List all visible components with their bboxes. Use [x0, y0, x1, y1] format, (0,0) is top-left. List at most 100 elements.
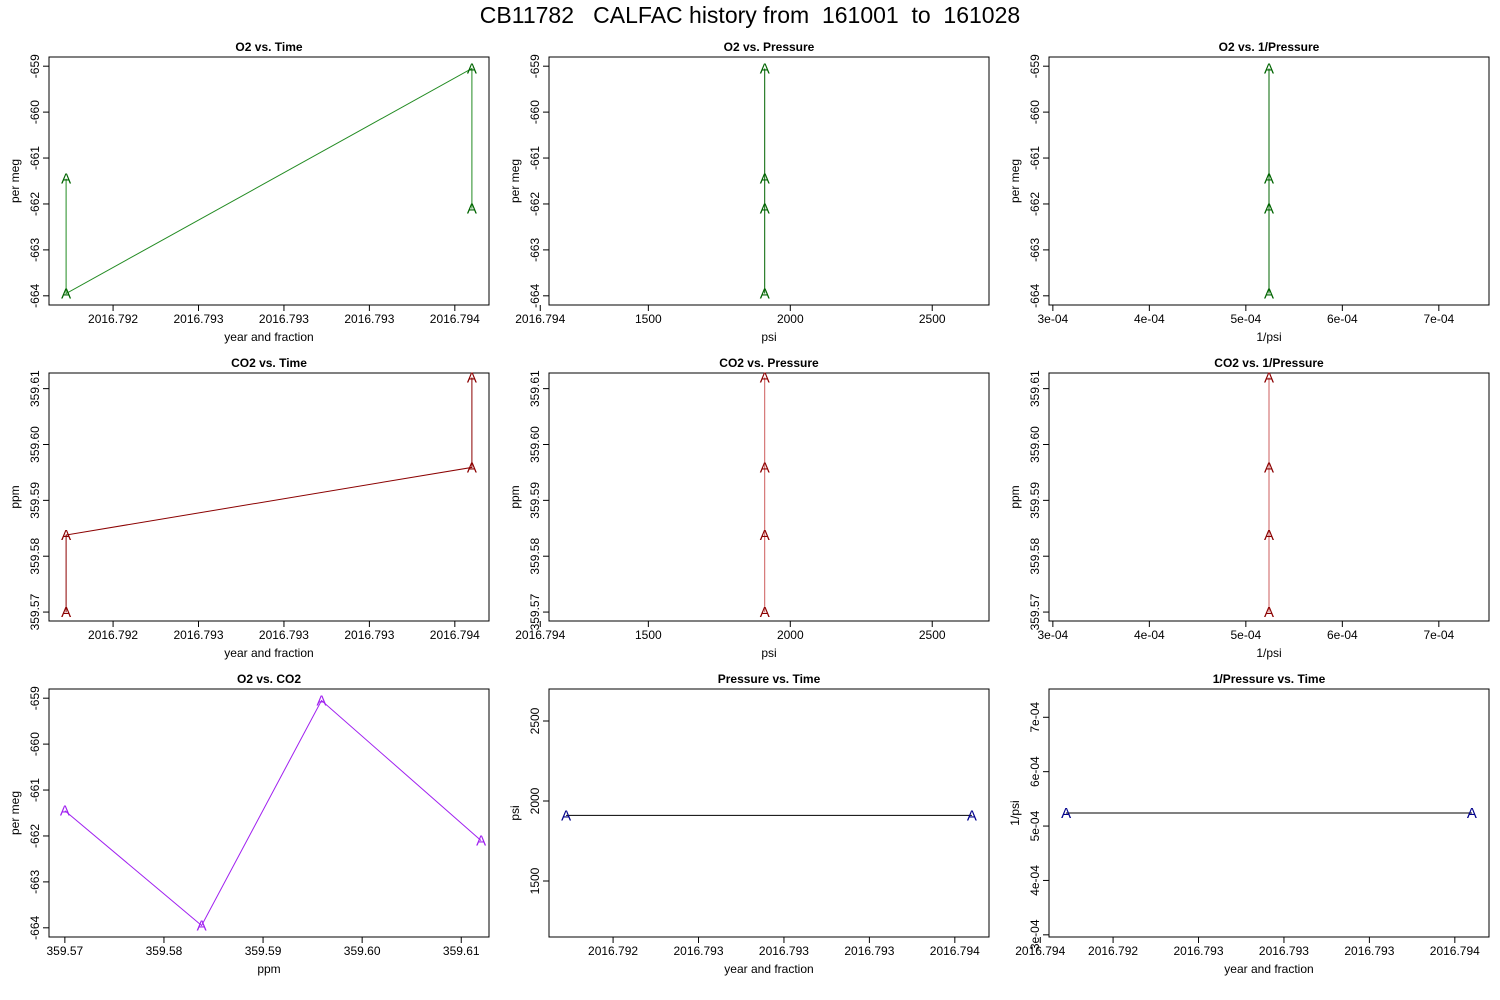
chart-title: CO2 vs. Time [231, 356, 307, 370]
x-tick-label: 2000 [777, 628, 804, 642]
y-tick-label: -659 [28, 54, 42, 78]
y-axis-label: per meg [508, 159, 522, 203]
y-tick-label: -660 [28, 100, 42, 124]
x-axis-label: ppm [257, 962, 280, 976]
x-tick-label: 2016.794 [515, 628, 565, 642]
data-point-marker: A [1264, 369, 1274, 386]
series-line [64, 699, 482, 927]
y-tick-label: 359.60 [528, 426, 542, 463]
data-point-marker: A [760, 604, 770, 621]
x-tick-label: 359.59 [245, 944, 282, 958]
data-point-marker: A [760, 201, 770, 218]
data-point-marker: A [1264, 604, 1274, 621]
y-tick-label: -664 [528, 283, 542, 307]
x-tick-label: 359.60 [344, 944, 381, 958]
page-title: CB11782 CALFAC history from 161001 to 16… [479, 2, 1021, 28]
x-tick-label: 3e-04 [1038, 312, 1069, 326]
y-tick-label: 359.61 [1028, 370, 1042, 407]
y-tick-label: 5e-04 [1028, 810, 1042, 841]
y-tick-label: -662 [28, 192, 42, 216]
chart-title: O2 vs. 1/Pressure [1219, 40, 1320, 54]
chart-title: CO2 vs. Pressure [719, 356, 819, 370]
x-tick-label: 2016.793 [259, 312, 309, 326]
x-tick-label: 3e-04 [1038, 628, 1069, 642]
y-tick-label: -661 [28, 778, 42, 802]
x-tick-label: 2016.792 [588, 944, 638, 958]
data-point-marker: A [467, 201, 477, 218]
y-axis-label: per meg [1008, 159, 1022, 203]
x-tick-label: 2016.794 [515, 312, 565, 326]
x-tick-label: 2500 [919, 312, 946, 326]
x-tick-label: 2016.793 [673, 944, 723, 958]
y-tick-label: 359.57 [1028, 593, 1042, 630]
y-tick-label: 359.57 [28, 593, 42, 630]
y-axis-label: ppm [1008, 485, 1022, 508]
y-tick-label: -661 [1028, 146, 1042, 170]
y-tick-label: 359.58 [528, 538, 542, 575]
plot-frame [48, 56, 490, 306]
data-point-marker: A [61, 604, 71, 621]
y-tick-label: -659 [28, 686, 42, 710]
data-point-marker: A [467, 60, 477, 77]
x-tick-label: 5e-04 [1230, 628, 1261, 642]
x-axis-label: year and fraction [224, 646, 313, 660]
y-tick-label: 6e-04 [1028, 756, 1042, 787]
y-tick-label: 359.59 [28, 482, 42, 519]
y-tick-label: 359.57 [528, 593, 542, 630]
x-tick-label: 2016.793 [173, 628, 223, 642]
data-point-marker: A [1264, 201, 1274, 218]
data-point-marker: A [1467, 805, 1477, 822]
x-tick-label: 2016.793 [1259, 944, 1309, 958]
x-tick-label: 7e-04 [1423, 312, 1454, 326]
data-point-marker: A [1061, 805, 1071, 822]
y-axis-label: per meg [8, 791, 22, 835]
x-tick-label: 359.58 [146, 944, 183, 958]
plot-frame [48, 688, 490, 938]
data-point-marker: A [61, 286, 71, 303]
x-tick-label: 1500 [635, 312, 662, 326]
y-tick-label: 2500 [528, 707, 542, 734]
y-tick-label: -662 [1028, 192, 1042, 216]
y-tick-label: 7e-04 [1028, 702, 1042, 733]
chart-title: O2 vs. Pressure [724, 40, 815, 54]
x-tick-label: 2016.792 [88, 628, 138, 642]
y-tick-label: -664 [1028, 283, 1042, 307]
data-point-marker: A [61, 171, 71, 188]
y-tick-label: -661 [28, 146, 42, 170]
y-axis-label: psi [508, 805, 522, 820]
x-tick-label: 2016.792 [88, 312, 138, 326]
chart-title: O2 vs. CO2 [237, 672, 301, 686]
x-tick-label: 2500 [919, 628, 946, 642]
y-tick-label: -664 [28, 915, 42, 939]
y-axis-label: 1/psi [1008, 800, 1022, 825]
x-tick-label: 5e-04 [1230, 312, 1261, 326]
data-point-marker: A [197, 918, 207, 935]
plot-frame [548, 56, 990, 306]
data-point-marker: A [561, 807, 571, 824]
data-point-marker: A [760, 286, 770, 303]
data-point-marker: A [61, 527, 71, 544]
x-tick-label: 359.57 [47, 944, 84, 958]
x-tick-label: 2016.794 [430, 312, 480, 326]
x-axis-label: year and fraction [1224, 962, 1313, 976]
y-tick-label: 359.59 [528, 482, 542, 519]
y-tick-label: -660 [28, 732, 42, 756]
data-point-marker: A [760, 369, 770, 386]
x-axis-label: year and fraction [224, 330, 313, 344]
y-tick-label: 359.58 [28, 538, 42, 575]
x-axis-label: year and fraction [724, 962, 813, 976]
data-point-marker: A [1264, 60, 1274, 77]
chart-title: 1/Pressure vs. Time [1213, 672, 1326, 686]
x-tick-label: 6e-04 [1327, 628, 1358, 642]
plot-frame [548, 372, 990, 622]
data-point-marker: A [760, 527, 770, 544]
x-tick-label: 2016.794 [1430, 944, 1480, 958]
y-tick-label: 359.59 [1028, 482, 1042, 519]
